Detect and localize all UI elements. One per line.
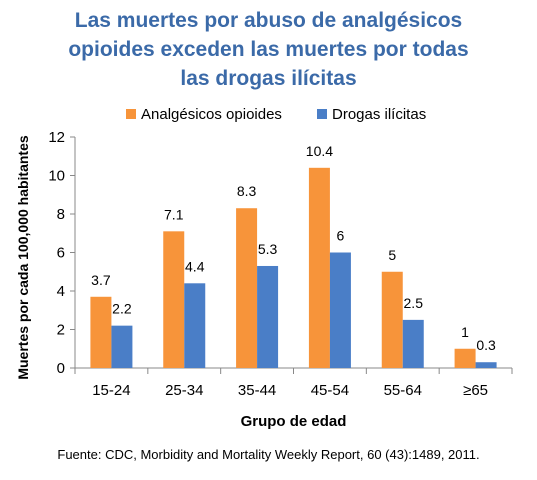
bar-ilicitas-4: [402, 319, 424, 368]
bar-ilicitas-1: [184, 283, 206, 368]
legend-label: Analgésicos opioides: [141, 106, 282, 123]
bar-opioides-0: [90, 296, 112, 368]
bar-opioides-5: [454, 348, 476, 368]
data-label: 2.2: [112, 301, 132, 317]
data-label: 6: [337, 228, 345, 244]
title-line-3: las drogas ilícitas: [180, 67, 357, 90]
bar-ilicitas-0: [111, 325, 133, 368]
bar-ilicitas-3: [329, 252, 351, 368]
legend-swatch-opioides: [126, 109, 136, 119]
data-label: 3.7: [91, 272, 111, 288]
bar-opioides-4: [381, 271, 403, 368]
data-label: 0.3: [476, 337, 496, 353]
y-axis-title: Muertes por cada 100,000 habitantes: [15, 135, 31, 380]
bar-opioides-1: [163, 231, 185, 368]
bar-opioides-2: [236, 208, 258, 368]
y-tick-label: 12: [48, 129, 65, 146]
x-tick-label: 15-24: [92, 382, 130, 399]
x-tick-label: 25-34: [165, 382, 203, 399]
title-line-1: Las muertes por abuso de analgésicos: [74, 9, 463, 32]
data-label: 7.1: [164, 206, 184, 222]
source-note: Fuente: CDC, Morbidity and Mortality Wee…: [57, 447, 480, 462]
bar-ilicitas-2: [257, 265, 279, 368]
data-label: 5: [388, 247, 396, 263]
x-tick-label: ≥65: [463, 382, 488, 399]
legend-label: Drogas ilícitas: [332, 106, 426, 123]
bar-ilicitas-5: [475, 362, 497, 368]
data-label: 1: [461, 324, 469, 340]
y-tick-label: 8: [57, 206, 65, 223]
data-label: 8.3: [237, 183, 257, 199]
y-tick-label: 10: [48, 168, 65, 185]
bar-opioides-3: [308, 167, 330, 368]
title-line-2: opioides exceden las muertes por todas: [68, 38, 469, 61]
y-tick-label: 2: [57, 322, 65, 339]
data-label: 10.4: [306, 143, 333, 159]
chart-title: Las muertes por abuso de analgésicos opi…: [0, 6, 537, 93]
data-label: 5.3: [258, 241, 278, 257]
y-tick-label: 0: [57, 360, 65, 377]
x-tick-label: 45-54: [311, 382, 349, 399]
x-tick-label: 35-44: [238, 382, 276, 399]
x-axis-title: Grupo de edad: [241, 413, 347, 430]
y-tick-label: 6: [57, 245, 65, 262]
data-label: 2.5: [404, 295, 424, 311]
legend-swatch-ilicitas: [317, 109, 327, 119]
x-tick-label: 55-64: [384, 382, 422, 399]
y-tick-label: 4: [57, 283, 65, 300]
bar-chart: 0 2 4 6 8 10 12 3.72.2 15-24 7.1 4.4 25-34 8.3 5.3 35-…: [15, 106, 513, 430]
data-label: 4.4: [185, 258, 205, 274]
